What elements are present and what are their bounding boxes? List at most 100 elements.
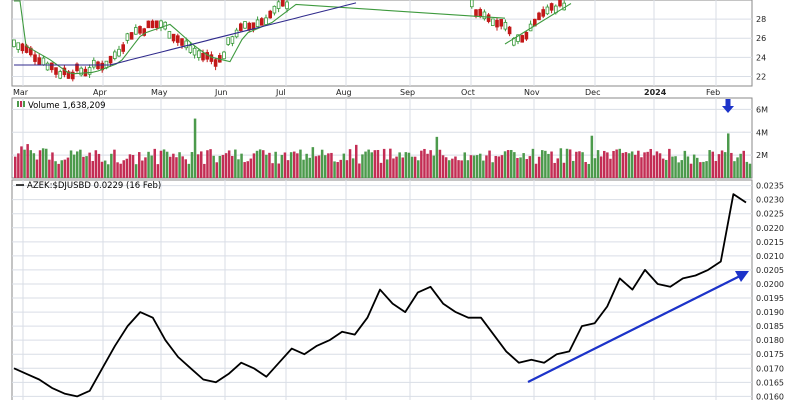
volume-bar — [227, 150, 231, 178]
volume-bar — [175, 157, 178, 178]
volume-bar — [293, 151, 296, 178]
volume-bar — [426, 153, 429, 178]
volume-bar — [395, 156, 398, 178]
candle-body — [117, 48, 121, 57]
volume-bar — [593, 158, 597, 178]
volume-bar — [51, 152, 54, 178]
candle-body — [507, 26, 512, 35]
candle-body — [516, 34, 520, 42]
volume-bar — [683, 150, 687, 178]
volume-bar — [606, 152, 609, 178]
volume-bar — [714, 160, 718, 178]
candle-body — [259, 18, 264, 26]
candle-body — [285, 1, 289, 10]
candle-body — [92, 59, 96, 68]
candle-body — [16, 42, 20, 50]
volume-bar — [680, 160, 683, 178]
volume-bar — [57, 163, 60, 178]
candle-body — [150, 20, 155, 29]
volume-bar — [97, 153, 101, 178]
volume-bar — [519, 157, 522, 178]
volume-bar — [14, 156, 17, 178]
volume-bar — [581, 152, 584, 178]
volume-bar — [534, 163, 538, 178]
volume-bar — [441, 155, 445, 178]
candle-body — [138, 26, 142, 34]
candle-body — [41, 57, 46, 66]
volume-panel: 2M 4M 6M Volume 1,638,209 — [11, 97, 768, 179]
ratio-panel: 0.0160 0.0165 0.0170 0.0175 0.0180 0.0185 0.01… — [11, 179, 784, 400]
candle-body — [545, 6, 550, 15]
price-panel: 22 24 26 28 — [11, 0, 766, 87]
volume-bar — [413, 156, 417, 178]
volume-bar — [624, 152, 628, 178]
volume-bar — [333, 161, 336, 178]
candle-body — [196, 50, 201, 58]
ratio-legend: AZEK:$DJUSBD 0.0229 (16 Feb) — [16, 181, 161, 191]
volume-bar — [407, 152, 411, 178]
volume-bar — [355, 144, 358, 178]
candle-body — [167, 31, 172, 39]
volume-bar — [237, 159, 240, 178]
volume-bar — [392, 158, 395, 178]
candle-body — [37, 57, 41, 65]
volume-bar — [550, 151, 553, 178]
volume-bar — [308, 157, 311, 178]
volume-bar — [503, 151, 507, 178]
volume-legend-swatch — [20, 101, 22, 107]
volume-bar — [345, 160, 349, 178]
volume-bar — [513, 152, 516, 178]
volume-bar — [370, 152, 373, 178]
volume-bar — [243, 162, 246, 178]
volume-bar — [410, 156, 414, 178]
ratio-y-tick-label: 0.0235 — [756, 182, 784, 191]
ratio-y-tick-label: 0.0215 — [756, 238, 784, 247]
volume-bar — [255, 150, 259, 178]
volume-bar — [448, 160, 451, 178]
volume-y-tick-label: 4M — [756, 128, 768, 137]
ratio-y-tick-label: 0.0165 — [756, 378, 784, 387]
volume-bar — [677, 162, 680, 178]
candle-body — [549, 3, 554, 11]
volume-bar — [172, 153, 175, 178]
volume-bar — [739, 153, 742, 178]
volume-bar — [100, 161, 104, 178]
volume-legend-text: Volume 1,638,209 — [28, 101, 106, 111]
price-y-tick-label: 26 — [756, 34, 766, 43]
volume-bar — [156, 164, 160, 178]
volume-bar — [317, 155, 321, 178]
volume-bar — [599, 156, 603, 178]
ratio-y-tick-label: 0.0185 — [756, 322, 784, 331]
volume-bar — [113, 149, 116, 178]
volume-bar — [702, 161, 705, 178]
volume-bar — [196, 154, 200, 178]
volume-bar — [63, 159, 67, 178]
ratio-y-tick-label: 0.0200 — [756, 280, 784, 289]
volume-bar — [32, 153, 36, 178]
volume-bar — [559, 148, 563, 178]
volume-bar — [438, 149, 442, 178]
volume-bar — [203, 163, 206, 178]
price-y-tick-label: 24 — [756, 53, 766, 62]
ma-short-line — [14, 0, 506, 75]
volume-bar — [69, 150, 73, 178]
volume-bar — [48, 159, 51, 178]
candle-body — [108, 55, 113, 64]
volume-y-axis: 2M 4M 6M — [756, 105, 768, 160]
candle-body — [469, 0, 474, 8]
candle-body — [499, 19, 503, 27]
volume-bar — [169, 156, 172, 178]
down-arrow-shaft — [725, 99, 731, 106]
volume-bar — [327, 153, 330, 178]
volume-bar — [138, 152, 141, 178]
volume-bar — [252, 153, 256, 178]
volume-bar — [742, 150, 745, 178]
candle-body — [226, 37, 231, 45]
candle-body — [490, 18, 495, 26]
volume-legend-swatch — [17, 101, 19, 107]
month-tick-label: Aug — [336, 88, 352, 97]
volume-bar — [748, 163, 752, 178]
volume-bar — [488, 150, 491, 178]
ratio-y-tick-label: 0.0190 — [756, 308, 784, 317]
